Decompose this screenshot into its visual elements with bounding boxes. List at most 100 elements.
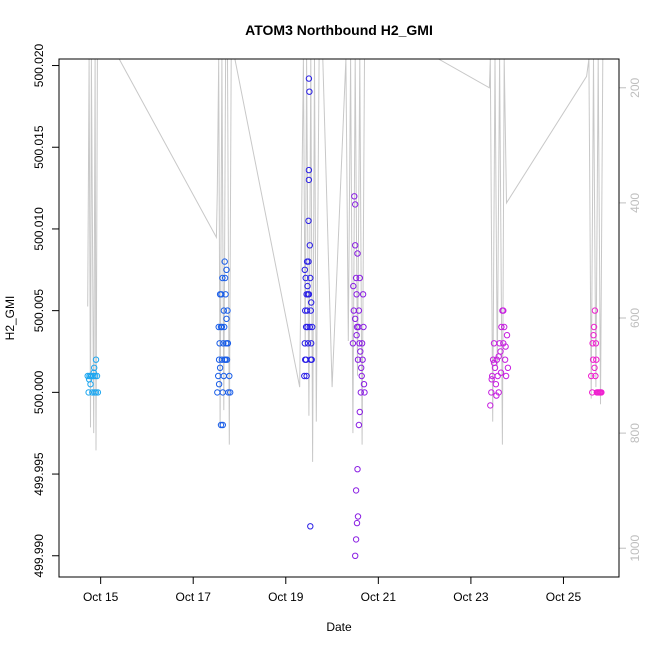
- data-point: [355, 307, 363, 314]
- y-tick-label: 500.020: [32, 43, 46, 87]
- data-point: [490, 359, 498, 367]
- data-point: [91, 389, 98, 396]
- data-point: [487, 402, 494, 409]
- data-point: [219, 389, 227, 396]
- data-point: [303, 307, 311, 314]
- data-point: [353, 332, 360, 339]
- data-point: [307, 356, 314, 363]
- data-point: [302, 323, 310, 331]
- y-tick-label: 499.995: [32, 452, 46, 496]
- data-point: [359, 356, 366, 363]
- data-point: [488, 376, 495, 383]
- y-tick-label: 500.015: [32, 125, 46, 169]
- data-point: [91, 372, 99, 380]
- data-point: [356, 408, 363, 416]
- data-point: [352, 242, 359, 249]
- data-point: [352, 201, 359, 208]
- data-point: [352, 536, 360, 543]
- data-point: [215, 323, 222, 331]
- data-point: [352, 274, 360, 282]
- data-point: [224, 340, 231, 347]
- data-point: [220, 372, 228, 380]
- x-tick-label: Oct 25: [546, 590, 582, 604]
- data-point: [302, 274, 309, 282]
- data-point: [221, 274, 229, 282]
- data-point: [592, 340, 600, 347]
- data-point: [308, 299, 315, 306]
- data-point: [216, 291, 224, 298]
- y-tick-label: 500.005: [32, 289, 46, 333]
- data-point: [590, 332, 597, 339]
- data-point: [358, 364, 365, 371]
- y-axis-label: H2_GMI: [3, 296, 17, 341]
- data-point: [361, 389, 368, 396]
- data-point: [216, 364, 224, 371]
- right-tick-label: 800: [628, 423, 642, 443]
- data-point: [590, 323, 598, 331]
- data-point: [592, 372, 599, 380]
- data-point: [308, 340, 315, 347]
- x-axis-label: Date: [326, 620, 352, 634]
- data-point: [495, 353, 502, 360]
- right-tick-label: 200: [628, 77, 642, 97]
- data-point: [305, 258, 312, 265]
- data-point: [223, 266, 230, 273]
- data-point: [227, 389, 234, 396]
- data-point: [353, 291, 360, 298]
- plot-area: Oct 15 Oct 17 Oct 19 Oct 21 Oct 23 Oct 25 499.…: [32, 43, 642, 604]
- data-point: [220, 340, 227, 347]
- plot-border: [58, 58, 620, 578]
- data-point: [504, 364, 512, 371]
- data-point: [87, 372, 95, 380]
- x-tick-label: Oct 15: [83, 590, 119, 604]
- data-point: [301, 266, 308, 273]
- data-point: [219, 274, 226, 282]
- data-point: [496, 340, 503, 347]
- data-point: [218, 323, 226, 331]
- data-point: [358, 372, 365, 380]
- data-point: [94, 389, 102, 396]
- data-point: [214, 389, 221, 396]
- data-point: [355, 421, 363, 429]
- y-tick-label: 500.000: [32, 370, 46, 414]
- data-point: [93, 372, 101, 380]
- data-point: [501, 323, 508, 331]
- data-point: [306, 242, 313, 249]
- data-point: [350, 282, 357, 290]
- data-point: [304, 282, 311, 290]
- data-point: [358, 340, 366, 347]
- data-point: [306, 323, 313, 331]
- data-point: [492, 381, 500, 388]
- data-point: [222, 356, 229, 363]
- data-point: [591, 364, 598, 371]
- data-point: [305, 166, 313, 174]
- data-point: [360, 381, 368, 388]
- data-point: [357, 348, 364, 355]
- right-tick-label: 400: [628, 193, 642, 213]
- data-point: [92, 356, 100, 363]
- data-point: [224, 307, 231, 314]
- right-tick-label: 600: [628, 308, 642, 328]
- data-point: [352, 315, 359, 322]
- data-point: [497, 369, 505, 376]
- data-point: [221, 258, 228, 265]
- data-point: [216, 340, 223, 347]
- y-tick-label: 500.010: [32, 207, 46, 251]
- data-point: [498, 323, 505, 331]
- x-tick-label: Oct 19: [268, 590, 304, 604]
- data-point: [488, 389, 495, 396]
- data-point: [90, 372, 97, 380]
- data-point: [354, 250, 361, 257]
- data-point: [307, 307, 314, 314]
- data-point: [357, 389, 364, 396]
- data-point: [354, 466, 361, 473]
- data-point: [501, 356, 509, 363]
- data-point: [304, 340, 312, 347]
- data-point: [589, 356, 597, 363]
- data-point: [502, 372, 510, 380]
- data-point: [360, 323, 367, 331]
- data-point: [489, 356, 497, 363]
- data-point: [598, 389, 605, 396]
- data-point: [351, 193, 358, 200]
